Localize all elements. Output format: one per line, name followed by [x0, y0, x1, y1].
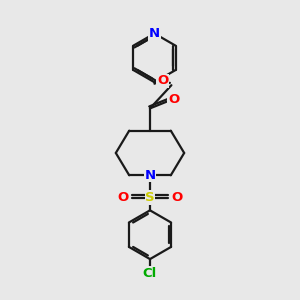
- Text: O: O: [118, 191, 129, 204]
- Text: O: O: [168, 93, 179, 106]
- Text: Cl: Cl: [143, 267, 157, 280]
- Text: O: O: [171, 191, 182, 204]
- Text: S: S: [145, 191, 155, 204]
- Text: N: N: [144, 169, 156, 182]
- Text: N: N: [149, 27, 160, 40]
- Text: O: O: [157, 74, 168, 87]
